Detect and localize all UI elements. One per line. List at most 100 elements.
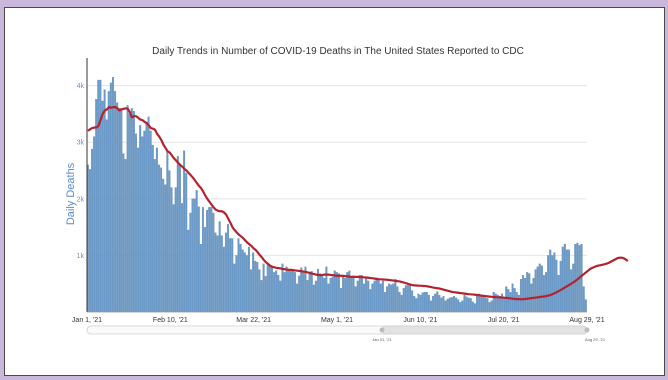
bar[interactable]	[377, 280, 380, 313]
bar[interactable]	[88, 169, 91, 313]
bar[interactable]	[168, 170, 171, 313]
bar[interactable]	[423, 292, 426, 313]
bar[interactable]	[214, 232, 217, 313]
bar[interactable]	[373, 280, 376, 313]
bar[interactable]	[383, 292, 386, 313]
bar[interactable]	[333, 270, 336, 313]
bar[interactable]	[176, 156, 179, 313]
bar[interactable]	[381, 280, 384, 313]
bar[interactable]	[116, 102, 119, 313]
bar[interactable]	[302, 272, 305, 313]
bar[interactable]	[166, 150, 169, 313]
bar[interactable]	[277, 275, 280, 313]
bar[interactable]	[149, 130, 152, 313]
bar[interactable]	[442, 296, 445, 313]
bar[interactable]	[193, 198, 196, 313]
bar[interactable]	[417, 293, 420, 313]
bar[interactable]	[482, 296, 485, 313]
bar[interactable]	[409, 283, 412, 313]
bar[interactable]	[461, 300, 464, 313]
bar[interactable]	[273, 272, 276, 313]
bar[interactable]	[404, 285, 407, 313]
bar[interactable]	[476, 294, 478, 313]
bar[interactable]	[386, 286, 389, 313]
bar[interactable]	[174, 187, 177, 313]
bar[interactable]	[187, 229, 190, 313]
bar[interactable]	[323, 277, 326, 313]
bar[interactable]	[534, 269, 537, 313]
bar[interactable]	[572, 263, 575, 313]
bar[interactable]	[135, 133, 137, 313]
bar[interactable]	[109, 82, 112, 313]
range-slider-selection[interactable]	[381, 325, 588, 335]
bar[interactable]	[258, 269, 261, 313]
bar[interactable]	[471, 301, 474, 313]
bar[interactable]	[559, 260, 562, 313]
bar[interactable]	[298, 275, 301, 313]
bar[interactable]	[354, 286, 357, 313]
bar[interactable]	[271, 266, 273, 313]
bar[interactable]	[392, 283, 395, 313]
bar[interactable]	[490, 300, 493, 313]
bar[interactable]	[256, 262, 259, 313]
bar[interactable]	[350, 277, 353, 313]
bar[interactable]	[540, 265, 543, 313]
bar[interactable]	[555, 259, 558, 313]
bar[interactable]	[342, 275, 345, 313]
bar[interactable]	[513, 288, 516, 313]
bar[interactable]	[105, 119, 108, 313]
bar[interactable]	[419, 294, 422, 313]
bar[interactable]	[446, 298, 449, 313]
bar[interactable]	[262, 263, 265, 313]
bar[interactable]	[549, 249, 552, 313]
range-slider-end-handle[interactable]	[584, 327, 590, 333]
bar[interactable]	[438, 294, 441, 313]
bar[interactable]	[358, 275, 361, 313]
bar[interactable]	[93, 136, 96, 313]
bar[interactable]	[406, 285, 409, 313]
bar[interactable]	[95, 99, 98, 313]
bar[interactable]	[467, 297, 470, 313]
bar[interactable]	[398, 292, 401, 313]
bar[interactable]	[183, 150, 186, 313]
bar[interactable]	[344, 277, 347, 313]
bar[interactable]	[557, 275, 560, 313]
bar[interactable]	[218, 221, 221, 313]
bar[interactable]	[300, 267, 303, 313]
bar[interactable]	[158, 164, 160, 313]
bar[interactable]	[455, 297, 458, 313]
bar[interactable]	[164, 184, 167, 313]
bar[interactable]	[402, 288, 405, 313]
bar[interactable]	[310, 271, 313, 313]
bar[interactable]	[101, 100, 104, 313]
bar[interactable]	[360, 275, 363, 313]
bar[interactable]	[312, 284, 315, 313]
bar[interactable]	[480, 296, 483, 313]
bar[interactable]	[528, 273, 531, 313]
bar[interactable]	[233, 263, 236, 313]
bar[interactable]	[565, 249, 568, 313]
bar[interactable]	[294, 272, 296, 313]
bar[interactable]	[124, 159, 127, 313]
bar[interactable]	[199, 243, 202, 313]
bar[interactable]	[283, 272, 286, 313]
bar[interactable]	[526, 272, 529, 313]
bar[interactable]	[153, 159, 156, 313]
bar[interactable]	[118, 108, 121, 313]
bar[interactable]	[580, 243, 583, 313]
bar[interactable]	[126, 105, 129, 313]
bar[interactable]	[287, 269, 290, 313]
bar[interactable]	[327, 283, 330, 313]
bar[interactable]	[281, 263, 284, 313]
bar[interactable]	[582, 286, 585, 313]
bar[interactable]	[254, 260, 257, 313]
bar[interactable]	[457, 299, 460, 313]
bar[interactable]	[319, 273, 322, 313]
bar[interactable]	[584, 299, 587, 313]
bar[interactable]	[335, 272, 338, 313]
bar[interactable]	[379, 283, 382, 313]
bar[interactable]	[141, 136, 144, 313]
bar[interactable]	[415, 298, 418, 313]
bar[interactable]	[147, 116, 150, 313]
bar[interactable]	[145, 122, 148, 313]
